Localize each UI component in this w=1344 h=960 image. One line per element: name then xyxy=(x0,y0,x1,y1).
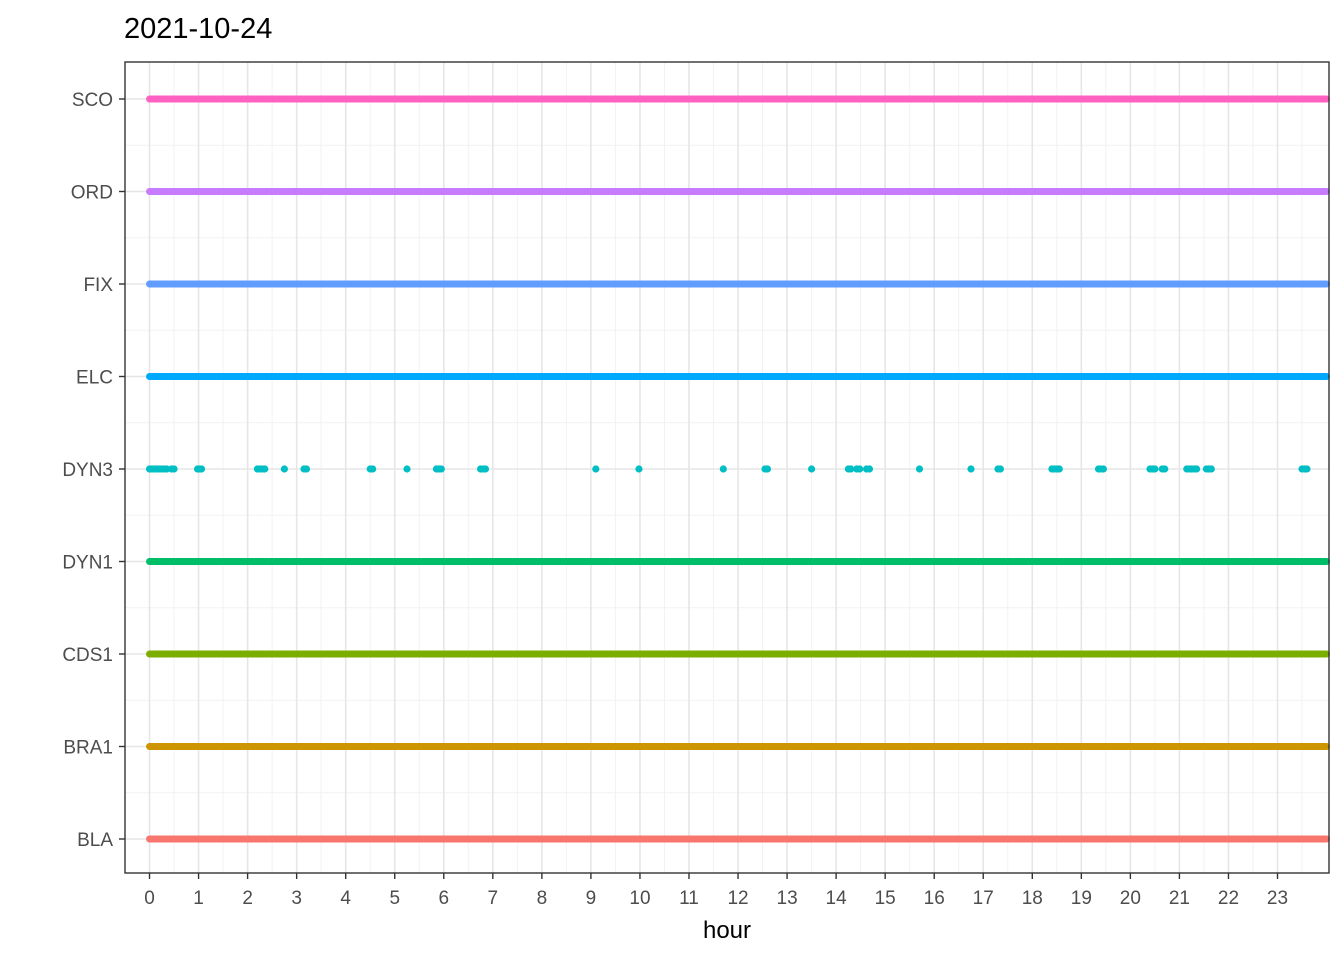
data-point xyxy=(1161,465,1169,473)
data-point xyxy=(437,465,445,473)
data-point xyxy=(1192,465,1201,473)
data-point xyxy=(1151,465,1159,473)
data-point xyxy=(280,465,288,473)
x-tick-label: 10 xyxy=(629,888,650,909)
data-point xyxy=(369,465,377,473)
chart-title: 2021-10-24 xyxy=(124,13,272,45)
x-tick-label: 1 xyxy=(193,888,204,909)
x-tick-label: 7 xyxy=(488,888,499,909)
data-point xyxy=(1099,465,1108,473)
y-axis: BLA BRA1 CDS1 DYN1 DYN3 ELC FIX ORD SCO xyxy=(62,90,125,851)
data-point xyxy=(1303,465,1311,473)
x-tick-label: 3 xyxy=(291,888,302,909)
data-point xyxy=(967,465,975,473)
data-point xyxy=(481,465,490,473)
y-tick-label: DYN3 xyxy=(62,460,113,481)
y-tick-label: CDS1 xyxy=(62,645,113,666)
data-point xyxy=(302,465,311,473)
data-point xyxy=(847,465,855,473)
y-tick-label: ORD xyxy=(71,183,113,204)
x-tick-label: 2 xyxy=(242,888,253,909)
x-tick-label: 8 xyxy=(537,888,548,909)
data-point xyxy=(197,465,206,473)
x-tick-label: 17 xyxy=(973,888,994,909)
plot-panel-border xyxy=(124,61,1330,874)
x-tick-label: 22 xyxy=(1218,888,1239,909)
x-tick-label: 5 xyxy=(389,888,400,909)
data-point xyxy=(807,465,816,473)
x-tick-label: 21 xyxy=(1169,888,1190,909)
x-tick-label: 20 xyxy=(1120,888,1141,909)
y-tick-label: BRA1 xyxy=(63,738,113,759)
series-dyn3 xyxy=(145,465,1311,473)
data-point xyxy=(170,465,178,473)
x-tick-label: 19 xyxy=(1071,888,1092,909)
data-point xyxy=(915,465,924,473)
x-tick-label: 15 xyxy=(875,888,896,909)
data-point xyxy=(856,465,864,473)
x-tick-label: 0 xyxy=(144,888,155,909)
x-tick-label: 23 xyxy=(1267,888,1288,909)
data-point xyxy=(719,465,727,473)
x-tick-label: 4 xyxy=(340,888,351,909)
data-marks xyxy=(145,95,1331,843)
data-point xyxy=(1055,465,1063,473)
x-tick-label: 12 xyxy=(727,888,748,909)
y-tick-label: FIX xyxy=(83,275,113,296)
x-tick-label: 14 xyxy=(826,888,848,909)
x-axis-title: hour xyxy=(703,917,751,944)
data-point xyxy=(403,465,411,473)
data-point xyxy=(635,465,643,473)
y-tick-label: BLA xyxy=(77,830,113,851)
x-tick-label: 18 xyxy=(1022,888,1043,909)
y-tick-label: ELC xyxy=(76,368,113,389)
x-tick-label: 9 xyxy=(586,888,597,909)
data-point xyxy=(865,465,874,473)
x-tick-label: 11 xyxy=(679,888,699,909)
x-tick-label: 16 xyxy=(924,888,945,909)
y-tick-label: SCO xyxy=(72,90,113,111)
data-point xyxy=(592,465,600,473)
x-tick-label: 6 xyxy=(438,888,449,909)
data-point xyxy=(261,465,269,473)
y-tick-label: DYN1 xyxy=(62,553,113,574)
x-tick-label: 13 xyxy=(777,888,798,909)
x-axis: 0 1 2 3 4 5 6 7 8 9 10 11 12 13 14 15 16 17 18 19 20 21 22 23 xyxy=(144,873,1288,909)
data-point xyxy=(996,465,1005,473)
data-point xyxy=(763,465,772,473)
data-point xyxy=(1207,465,1215,473)
